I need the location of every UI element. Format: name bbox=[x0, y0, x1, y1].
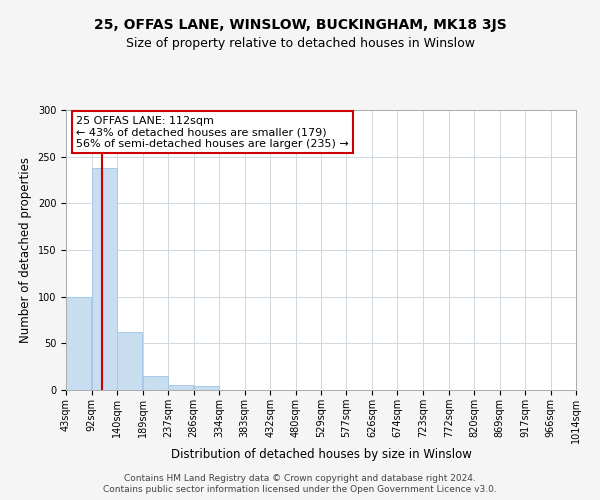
Bar bbox=[194, 386, 219, 390]
Y-axis label: Number of detached properties: Number of detached properties bbox=[19, 157, 32, 343]
Bar bbox=[168, 386, 193, 390]
Text: Contains HM Land Registry data © Crown copyright and database right 2024.: Contains HM Land Registry data © Crown c… bbox=[124, 474, 476, 483]
X-axis label: Distribution of detached houses by size in Winslow: Distribution of detached houses by size … bbox=[170, 448, 472, 462]
Text: 25, OFFAS LANE, WINSLOW, BUCKINGHAM, MK18 3JS: 25, OFFAS LANE, WINSLOW, BUCKINGHAM, MK1… bbox=[94, 18, 506, 32]
Bar bbox=[66, 296, 91, 390]
Text: Contains public sector information licensed under the Open Government Licence v3: Contains public sector information licen… bbox=[103, 485, 497, 494]
Bar bbox=[143, 376, 168, 390]
Text: 25 OFFAS LANE: 112sqm
← 43% of detached houses are smaller (179)
56% of semi-det: 25 OFFAS LANE: 112sqm ← 43% of detached … bbox=[76, 116, 349, 149]
Bar bbox=[117, 332, 142, 390]
Bar bbox=[92, 168, 117, 390]
Text: Size of property relative to detached houses in Winslow: Size of property relative to detached ho… bbox=[125, 38, 475, 51]
